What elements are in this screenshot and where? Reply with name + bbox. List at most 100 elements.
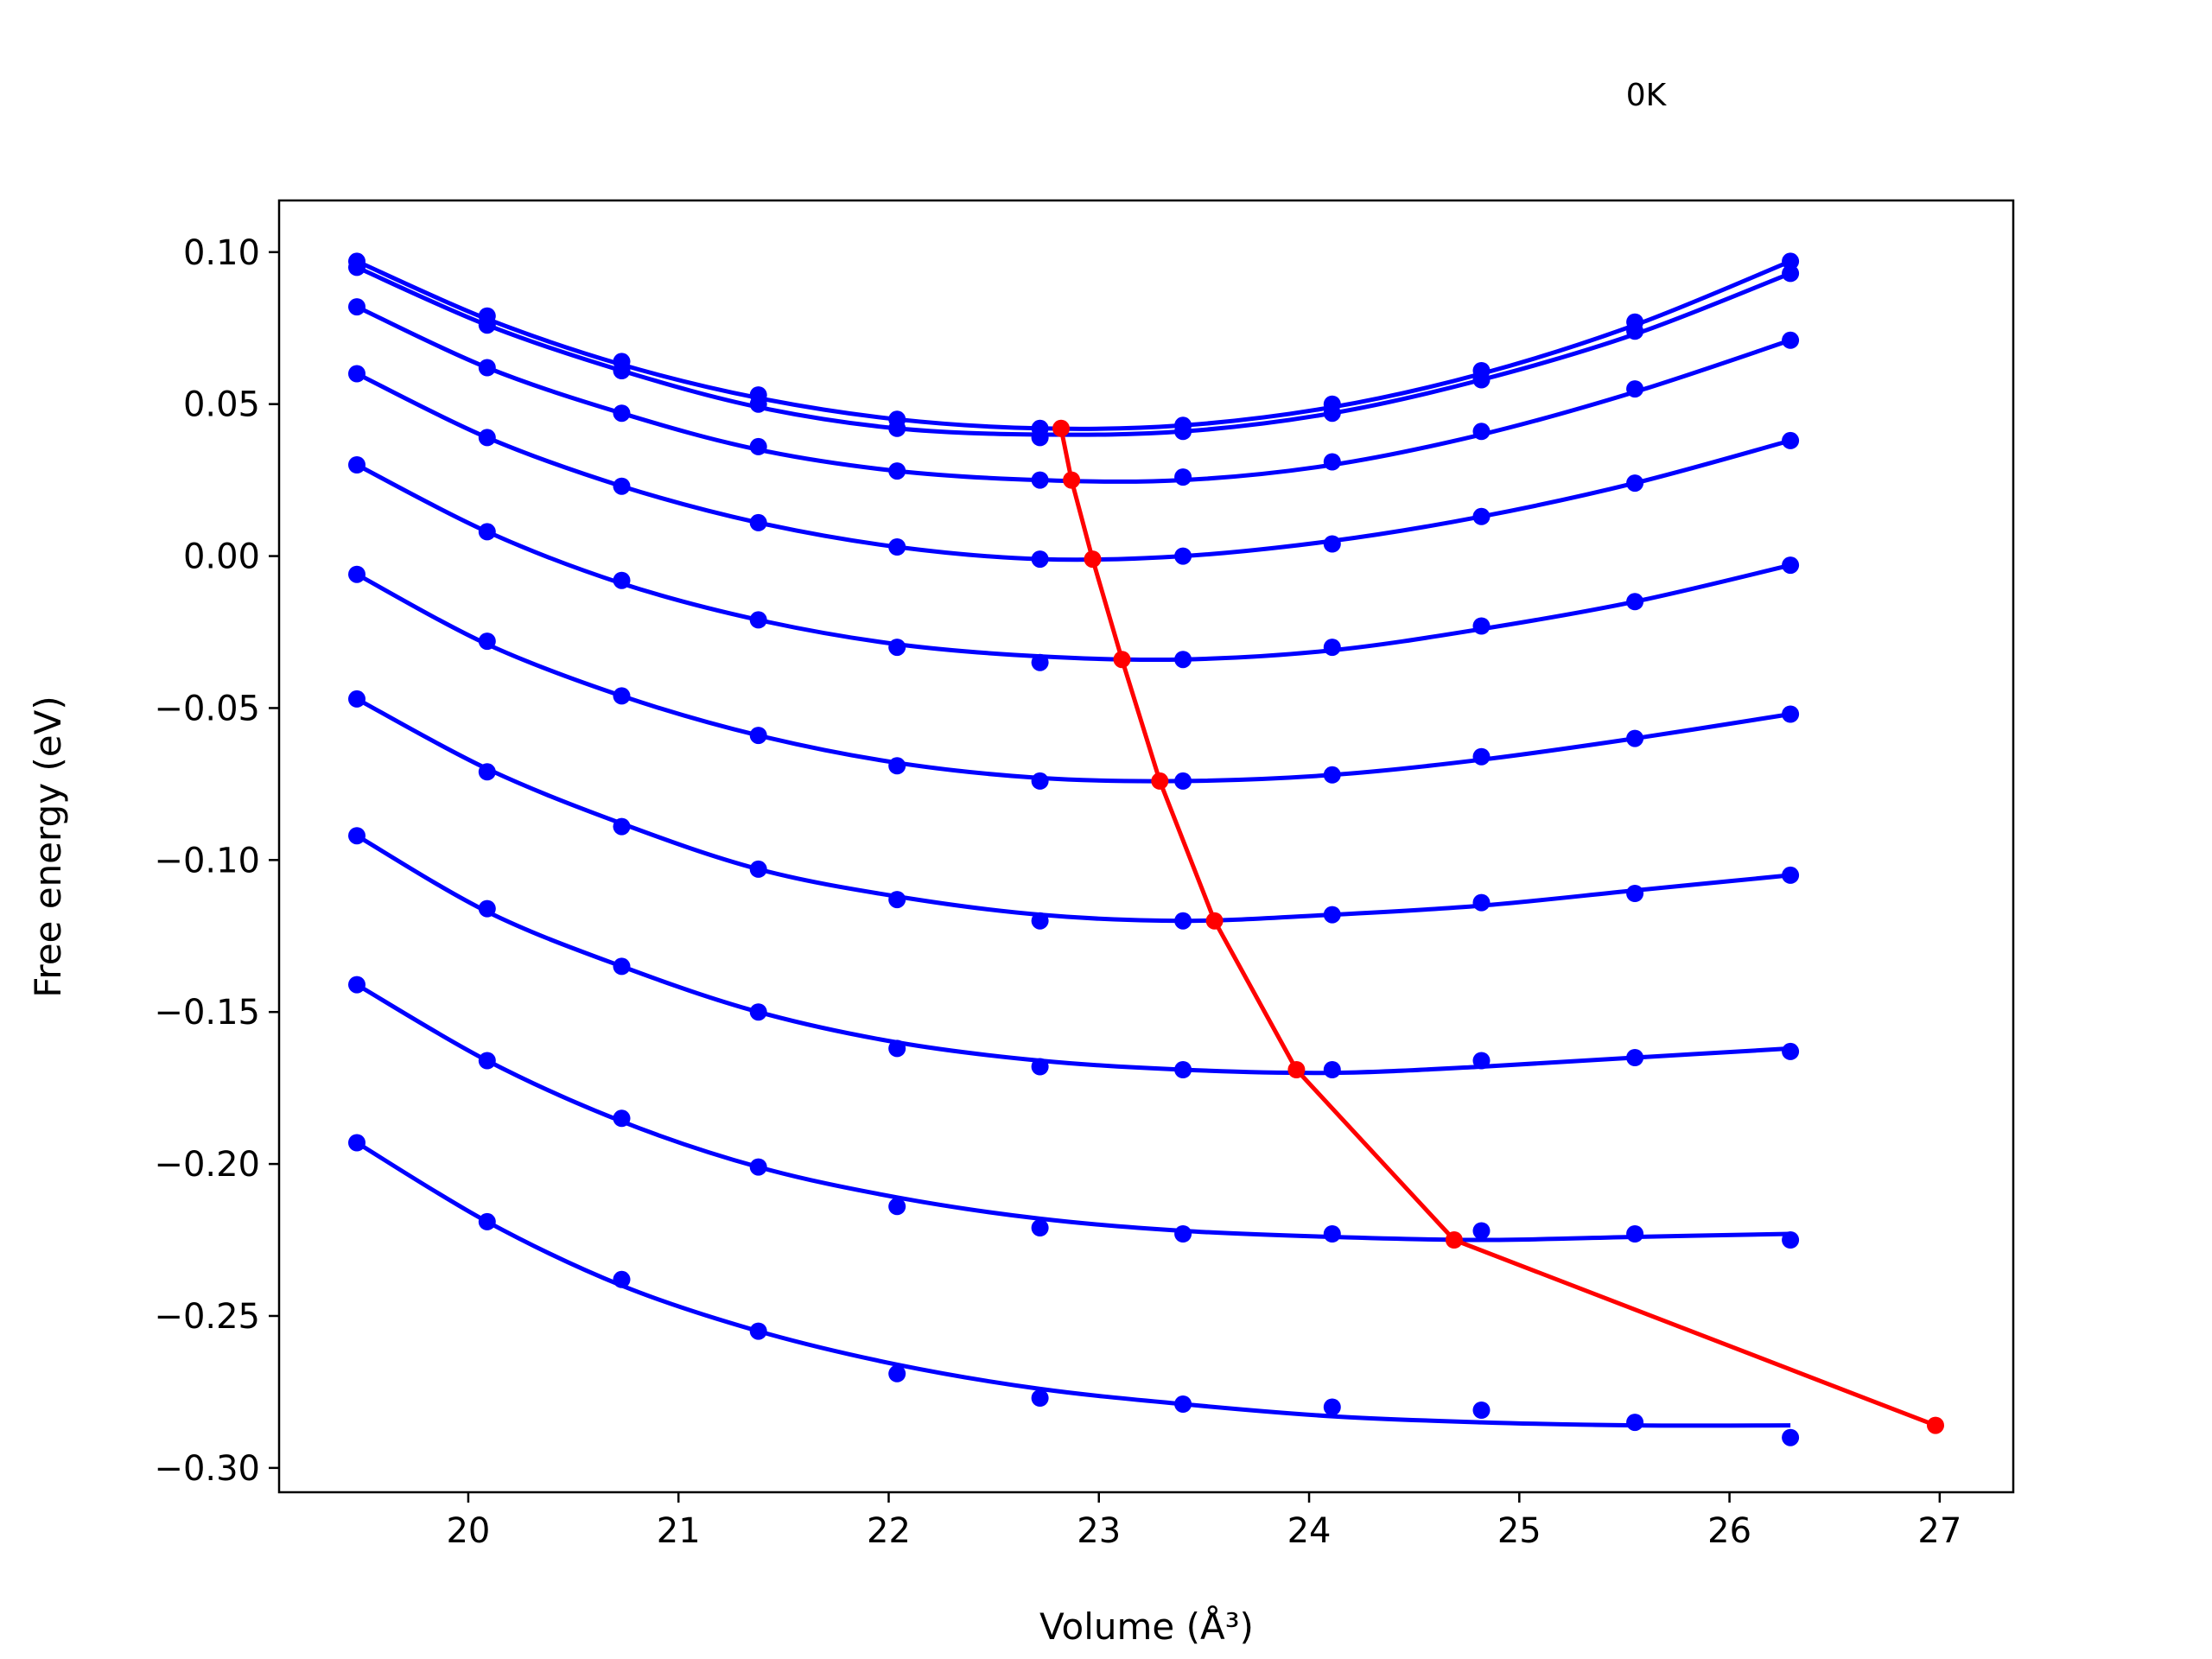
y-tick-label: 0.00 xyxy=(183,537,260,577)
data-point xyxy=(1323,453,1341,471)
data-point xyxy=(888,639,906,657)
data-point xyxy=(1782,431,1800,449)
data-point xyxy=(1174,1225,1192,1243)
data-point xyxy=(1626,1049,1644,1066)
data-point xyxy=(613,362,631,379)
data-point xyxy=(888,419,906,437)
data-point xyxy=(348,976,365,994)
data-point xyxy=(1782,331,1800,349)
data-point xyxy=(1174,468,1192,486)
y-tick-label: 0.05 xyxy=(183,385,260,425)
data-point xyxy=(1782,866,1800,884)
data-point xyxy=(1174,423,1192,441)
data-point xyxy=(1031,1219,1049,1236)
data-point xyxy=(888,462,906,480)
x-tick-label: 27 xyxy=(1917,1511,1961,1551)
data-point xyxy=(888,538,906,556)
data-point xyxy=(1323,535,1341,553)
x-tick-label: 22 xyxy=(867,1511,911,1551)
data-point xyxy=(1174,1061,1192,1078)
data-point xyxy=(1472,747,1491,766)
data-point xyxy=(1031,550,1049,569)
data-point xyxy=(478,763,496,781)
minimum-point xyxy=(1927,1416,1944,1434)
minimum-point xyxy=(1084,550,1102,569)
minimum-path xyxy=(1052,419,1944,1434)
data-point xyxy=(348,565,365,583)
data-point xyxy=(1626,593,1644,611)
data-point xyxy=(1174,547,1192,565)
data-point xyxy=(1472,507,1491,525)
data-point xyxy=(1031,471,1049,489)
x-tick-label: 24 xyxy=(1287,1511,1332,1551)
data-point xyxy=(1782,1042,1800,1060)
data-point xyxy=(1626,1414,1644,1432)
data-point xyxy=(749,1003,767,1021)
plot-frame xyxy=(277,199,2015,1494)
data-point xyxy=(348,365,365,383)
data-point xyxy=(1031,429,1049,447)
data-point xyxy=(1626,885,1644,902)
data-point xyxy=(1626,380,1644,398)
data-point xyxy=(1472,1222,1491,1240)
data-point xyxy=(1626,322,1644,340)
fit-curve-10 xyxy=(355,1141,1791,1428)
data-point xyxy=(348,258,365,276)
data-point xyxy=(1472,371,1491,389)
data-point xyxy=(888,891,906,909)
y-axis-ticks: 0.10 0.05 0.00 −0.05 −0.10 −0.15 −0.20 −0.25 −0.… xyxy=(154,233,279,1489)
data-point xyxy=(478,899,496,918)
x-tick-label: 23 xyxy=(1077,1511,1121,1551)
data-point xyxy=(749,1158,767,1176)
data-point xyxy=(1323,1225,1341,1243)
data-point xyxy=(1626,1225,1644,1243)
data-point xyxy=(613,477,631,495)
data-point xyxy=(1626,474,1644,493)
data-point xyxy=(749,1322,767,1340)
data-point xyxy=(749,611,767,629)
data-point xyxy=(888,1198,906,1216)
data-point xyxy=(613,687,631,705)
data-point xyxy=(348,456,365,474)
data-point xyxy=(888,757,906,775)
data-point xyxy=(749,513,767,531)
y-tick-label: 0.10 xyxy=(183,233,260,273)
data-point xyxy=(749,395,767,413)
data-point xyxy=(1472,1402,1491,1419)
fit-curve-9 xyxy=(355,982,1791,1243)
data-point xyxy=(1323,1061,1341,1078)
x-axis-label: Volume (Å³) xyxy=(1039,1605,1254,1648)
data-point xyxy=(1031,1058,1049,1076)
minimum-point xyxy=(1113,651,1131,669)
data-point xyxy=(613,817,631,836)
fit-curve-3 xyxy=(355,304,1791,484)
data-point xyxy=(1174,1395,1192,1413)
data-point xyxy=(1174,912,1192,930)
fit-curve-2 xyxy=(355,265,1792,437)
data-point xyxy=(348,690,365,708)
x-tick-label: 26 xyxy=(1707,1511,1751,1551)
y-tick-label: −0.15 xyxy=(154,993,260,1033)
data-point xyxy=(1323,639,1341,657)
data-point xyxy=(1472,617,1491,635)
data-point xyxy=(1323,1398,1341,1416)
data-point xyxy=(348,827,365,845)
data-point xyxy=(1782,264,1800,283)
data-point xyxy=(478,1052,496,1070)
data-point xyxy=(1472,893,1491,912)
x-axis-ticks: 20 21 22 23 24 25 26 27 xyxy=(446,1492,1961,1551)
fit-curve-1 xyxy=(355,259,1792,431)
temperature-label: 0K xyxy=(1626,78,1668,113)
data-point xyxy=(613,1270,631,1288)
data-point xyxy=(1782,705,1800,723)
data-point xyxy=(478,523,496,541)
data-point xyxy=(613,1109,631,1128)
y-tick-label: −0.25 xyxy=(154,1297,260,1337)
data-point xyxy=(1782,556,1800,575)
data-point xyxy=(478,359,496,377)
y-axis-label: Free energy (eV) xyxy=(27,696,69,998)
minimum-point xyxy=(1287,1061,1306,1078)
data-point xyxy=(1031,912,1049,930)
